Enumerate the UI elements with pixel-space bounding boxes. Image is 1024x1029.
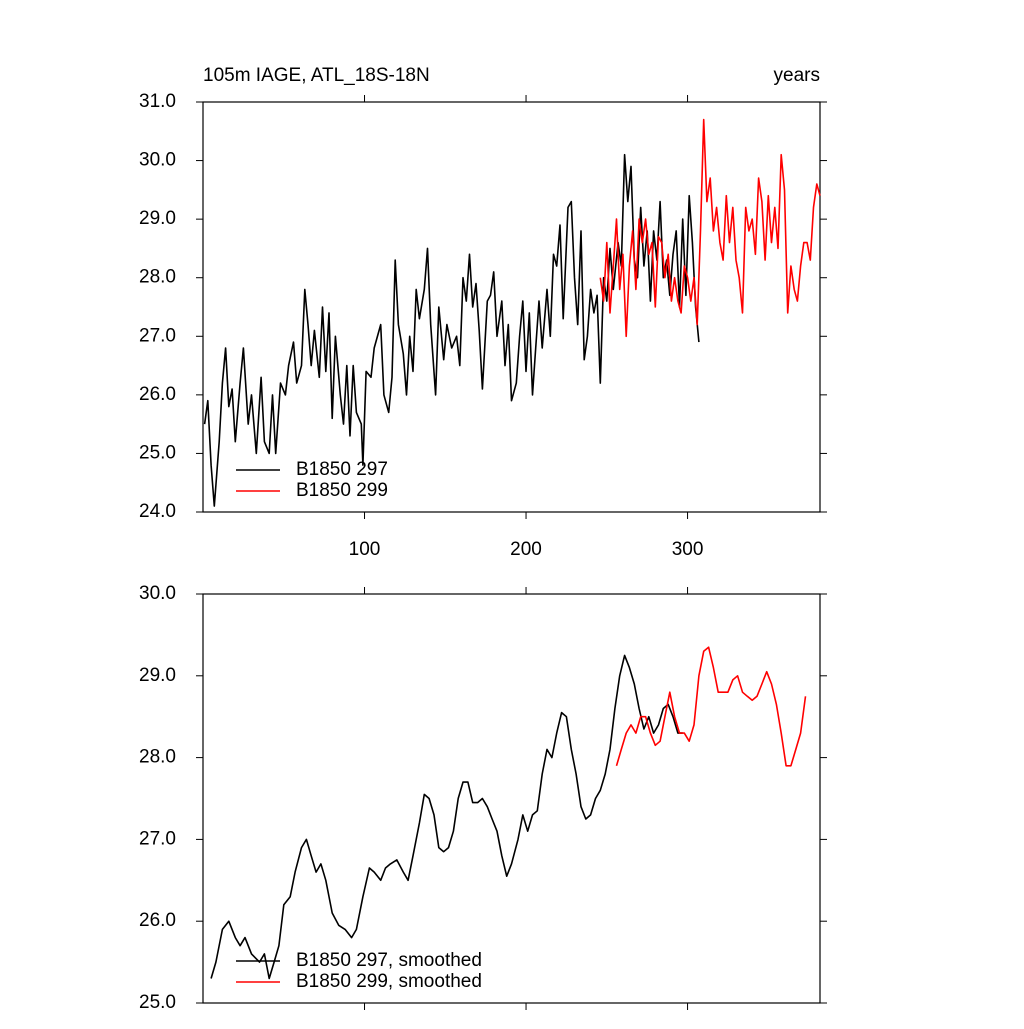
y-tick-label: 30.0 <box>139 583 176 604</box>
chart-right-title: years <box>774 65 820 86</box>
y-tick-label: 28.0 <box>139 747 176 768</box>
x-tick-label: 200 <box>510 539 542 560</box>
y-tick-label: 29.0 <box>139 665 176 686</box>
plot-frame <box>202 593 821 1004</box>
legend-label: B1850 297, smoothed <box>296 950 482 971</box>
legend-label: B1850 297 <box>296 459 388 480</box>
y-tick-label: 26.0 <box>139 384 176 405</box>
plot-frame <box>202 101 821 513</box>
legend-label: B1850 299, smoothed <box>296 971 482 992</box>
data-line <box>599 118 821 338</box>
y-tick-label: 27.0 <box>139 325 176 346</box>
x-tick-label: 300 <box>672 539 704 560</box>
data-line <box>615 646 807 767</box>
y-tick-label: 25.0 <box>139 442 176 463</box>
chart-title: 105m IAGE, ATL_18S-18N <box>203 65 430 86</box>
y-tick-label: 27.0 <box>139 828 176 849</box>
y-tick-label: 29.0 <box>139 208 176 229</box>
y-tick-label: 24.0 <box>139 501 176 522</box>
y-tick-label: 25.0 <box>139 992 176 1013</box>
y-tick-label: 31.0 <box>139 91 176 112</box>
x-tick-label: 100 <box>349 539 381 560</box>
y-tick-label: 26.0 <box>139 910 176 931</box>
legend-label: B1850 299 <box>296 480 388 501</box>
data-line <box>210 654 683 980</box>
data-line <box>203 153 700 507</box>
y-tick-label: 28.0 <box>139 267 176 288</box>
y-tick-label: 30.0 <box>139 150 176 171</box>
